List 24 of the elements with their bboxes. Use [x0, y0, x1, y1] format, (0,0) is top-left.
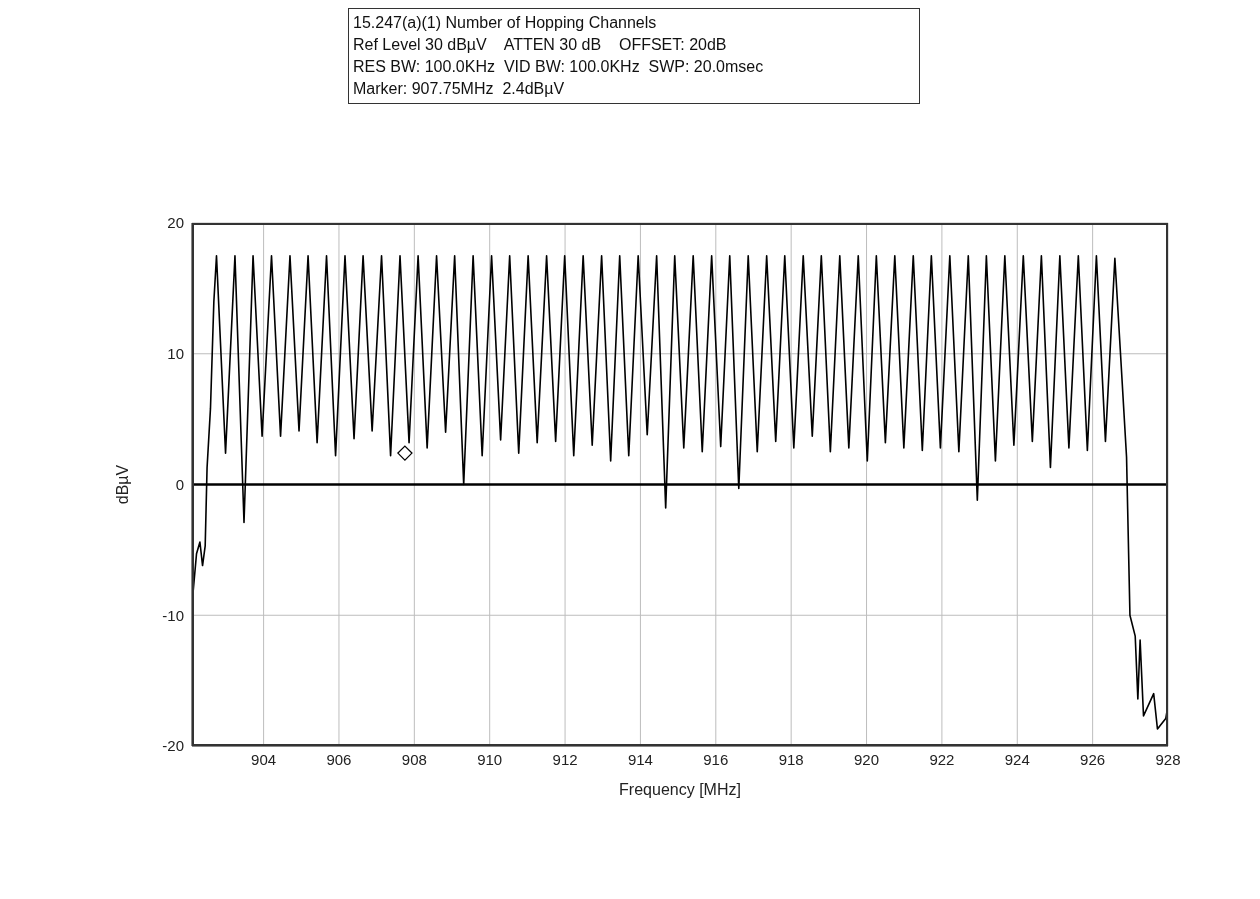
x-tick-label: 914	[627, 750, 653, 768]
x-tick-label: 922	[929, 750, 955, 768]
chart-title: 15.247(a)(1) Number of Hopping Channels	[353, 13, 658, 33]
x-tick-label: 912	[552, 750, 578, 768]
x-tick-label: 918	[778, 750, 804, 768]
x-tick-label: 910	[477, 750, 503, 768]
x-axis-title: Frequency [MHz]	[619, 781, 741, 799]
x-tick-label: 916	[703, 750, 729, 768]
x-tick-label: 926	[1080, 750, 1106, 768]
y-tick-label: 0	[175, 475, 184, 493]
text: Marker: 907.75MHz 2.4dBµV	[353, 79, 566, 99]
x-tick-label: 920	[854, 750, 880, 768]
x-tick-label: 924	[1004, 750, 1030, 768]
y-tick-label: -10	[162, 606, 184, 624]
x-tick-label: 904	[251, 750, 277, 768]
y-tick-label: -20	[162, 737, 184, 755]
y-tick-label: 20	[167, 214, 184, 232]
text: RES BW: 100.0KHz VID BW: 100.0KHz SWP: 20.0msec	[353, 57, 765, 77]
y-tick-label: 10	[167, 345, 184, 363]
text: Ref Level 30 dBµV ATTEN 30 dB OFFSET: 20dB	[353, 35, 728, 55]
x-tick-label: 906	[326, 750, 352, 768]
x-tick-label: 928	[1155, 750, 1181, 768]
y-axis-title: dBµV	[113, 464, 131, 505]
x-tick-label: 908	[401, 750, 427, 768]
